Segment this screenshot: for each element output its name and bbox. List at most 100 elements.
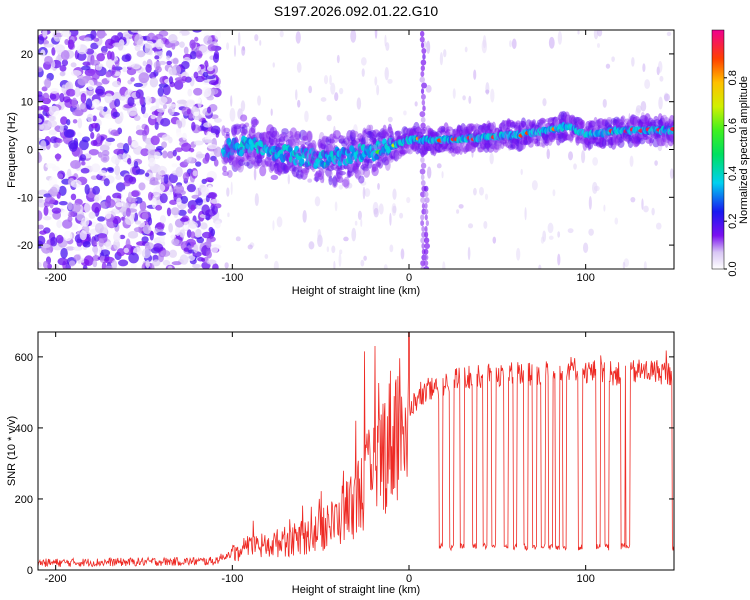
heatmap-noise-cell	[50, 236, 58, 247]
heatmap-halo-cell	[240, 114, 248, 122]
heatmap-noise-cell	[156, 231, 167, 236]
heatmap-noise-cell	[55, 153, 61, 162]
heatmap-background-cell	[240, 100, 246, 112]
heatmap-noise-cell	[176, 197, 182, 206]
heatmap-noise-cell	[96, 32, 108, 37]
heatmap-background-cell	[659, 75, 664, 82]
heatmap-noise-cell	[99, 144, 110, 152]
heatmap-noise-cell	[133, 82, 144, 88]
heatmap-background-cell	[462, 95, 466, 101]
heatmap-streak-cell	[420, 70, 425, 77]
heatmap-noise-cell	[192, 263, 201, 269]
heatmap-halo-cell	[223, 127, 231, 134]
heatmap-noise-cell	[56, 234, 64, 244]
heatmap-noise-cell	[105, 265, 113, 269]
heatmap-noise-cell	[112, 91, 122, 103]
heatmap-background-cell	[657, 61, 663, 73]
heatmap-noise-cell	[195, 50, 203, 59]
heatmap-noise-cell	[190, 204, 196, 211]
heatmap-noise-cell	[59, 65, 67, 72]
heatmap-background-cell	[592, 157, 598, 166]
heatmap-noise-cell	[52, 165, 60, 172]
heatmap-noise-cell	[172, 65, 177, 76]
heatmap-halo-cell	[351, 130, 359, 138]
heatmap-noise-cell	[81, 217, 90, 227]
heatmap-streak-cell	[420, 42, 425, 49]
heatmap-background-cell	[279, 30, 284, 38]
heatmap-background-cell	[361, 68, 365, 77]
heatmap-background-cell	[308, 85, 313, 94]
heatmap-background-cell	[373, 207, 379, 218]
heatmap-background-cell	[226, 187, 230, 197]
heatmap-noise-cell	[195, 97, 202, 104]
heatmap-noise-cell	[38, 195, 43, 204]
heatmap-background-cell	[669, 168, 674, 179]
heatmap-background-cell	[468, 95, 472, 104]
heatmap-noise-cell	[175, 226, 181, 237]
heatmap-noise-cell	[150, 135, 160, 146]
heatmap-noise-cell	[70, 159, 82, 169]
heatmap-noise-cell	[81, 161, 86, 166]
heatmap-streak-cell	[419, 36, 425, 43]
heatmap-noise-cell	[101, 149, 110, 157]
heatmap-streak-cell	[423, 191, 429, 198]
heatmap-noise-cell	[105, 59, 114, 69]
heatmap-background-cell	[376, 84, 380, 96]
heatmap-noise-cell	[68, 260, 76, 267]
heatmap-noise-cell	[176, 155, 181, 161]
heatmap-halo-cell	[338, 170, 346, 176]
heatmap-streak-cell	[421, 243, 425, 250]
heatmap-noise-cell	[121, 189, 127, 201]
heatmap-background-cell	[343, 236, 349, 242]
heatmap-background-cell	[357, 210, 362, 221]
heatmap-noise-cell	[133, 226, 144, 233]
heatmap-streak-cell	[420, 116, 426, 123]
heatmap-noise-cell	[60, 247, 68, 259]
heatmap-noise-cell	[98, 170, 107, 176]
heatmap-noise-cell	[186, 184, 196, 193]
heatmap-background-cell	[259, 40, 262, 46]
heatmap-noise-cell	[123, 180, 131, 187]
heatmap-background-cell	[441, 171, 444, 179]
heatmap-background-cell	[464, 46, 468, 53]
heatmap-noise-cell	[166, 207, 172, 217]
heatmap-noise-cell	[83, 202, 92, 214]
heatmap-noise-cell	[72, 246, 83, 251]
heatmap-noise-cell	[186, 108, 191, 115]
heatmap-noise-cell	[80, 92, 87, 103]
heatmap-noise-cell	[201, 86, 212, 98]
heatmap-noise-cell	[205, 209, 216, 217]
heatmap-background-cell	[520, 168, 523, 176]
heatmap-noise-cell	[149, 71, 157, 80]
heatmap-background-cell	[304, 110, 309, 123]
heatmap-background-cell	[597, 30, 603, 37]
heatmap-noise-cell	[40, 140, 47, 150]
snr-y-label: SNR (10 * v/v)	[6, 416, 18, 486]
colorbar: 0.0 0.2 0.4 0.6 0.8 Normalized spectral ampl…	[711, 29, 750, 277]
heatmap-noise-cell	[210, 125, 221, 136]
spectrogram-y-label: Frequency (Hz)	[6, 112, 18, 188]
x-tick-label: -100	[221, 272, 243, 284]
heatmap-streak-cell	[420, 174, 425, 181]
heatmap-background-cell	[363, 255, 367, 261]
snr-x-ticks: -200 -100 0 100	[45, 332, 595, 585]
heatmap-background-cell	[492, 236, 497, 244]
heatmap-noise-cell	[113, 239, 121, 250]
heatmap-noise-cell	[90, 42, 99, 50]
heatmap-streak-cell	[423, 208, 429, 215]
heatmap-noise-cell	[154, 33, 164, 40]
heatmap-halo-cell	[601, 138, 607, 148]
heatmap-noise-cell	[202, 71, 209, 78]
heatmap-noise-cell	[44, 43, 55, 48]
heatmap-background-cell	[387, 78, 393, 84]
heatmap-background-cell	[630, 196, 636, 203]
heatmap-background-cell	[389, 212, 392, 226]
heatmap-noise-cell	[88, 211, 96, 219]
heatmap-noise-cell	[131, 140, 140, 148]
heatmap-noise-cell	[195, 153, 207, 159]
heatmap-noise-cell	[191, 194, 200, 199]
heatmap-streak-cell	[423, 237, 430, 244]
heatmap-noise-cell	[176, 32, 183, 39]
heatmap-background-cell	[406, 197, 411, 204]
